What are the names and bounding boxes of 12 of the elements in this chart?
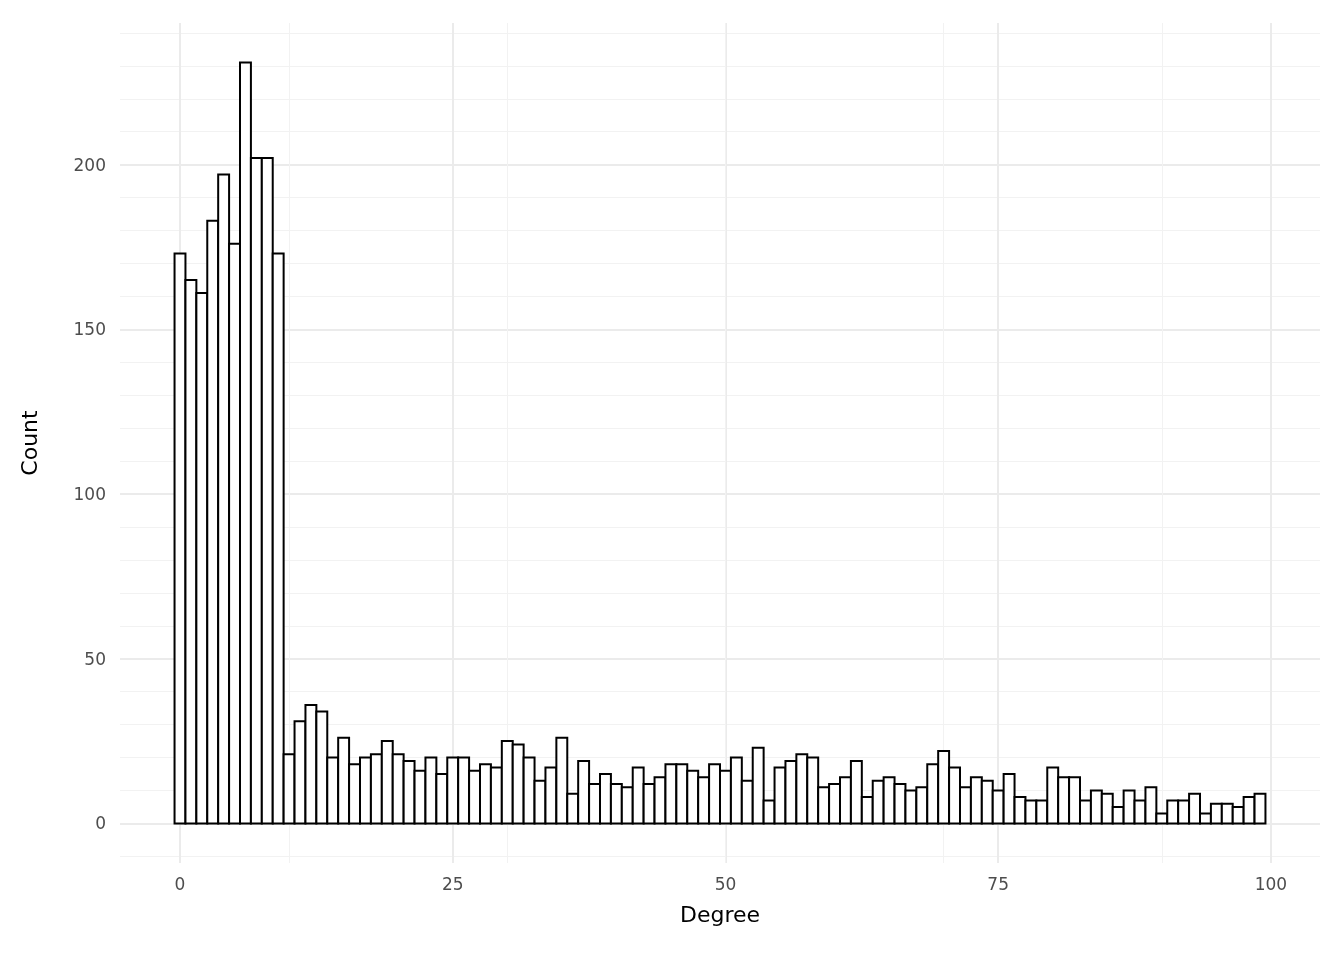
x-tick-label: 75 [987, 873, 1009, 894]
y-axis-title: Count [16, 409, 42, 476]
x-tick-label: 100 [1254, 873, 1288, 894]
y-tick-label: 150 [73, 319, 106, 340]
y-tick-label: 200 [73, 154, 106, 175]
y-tick-label: 0 [95, 813, 106, 834]
x-tick-label: 0 [174, 873, 186, 894]
x-tick-label: 50 [714, 873, 737, 894]
y-tick-label: 100 [73, 484, 106, 505]
x-tick-label: 25 [441, 873, 464, 894]
x-axis-title: Degree [679, 901, 761, 927]
y-tick-label: 50 [84, 648, 106, 669]
